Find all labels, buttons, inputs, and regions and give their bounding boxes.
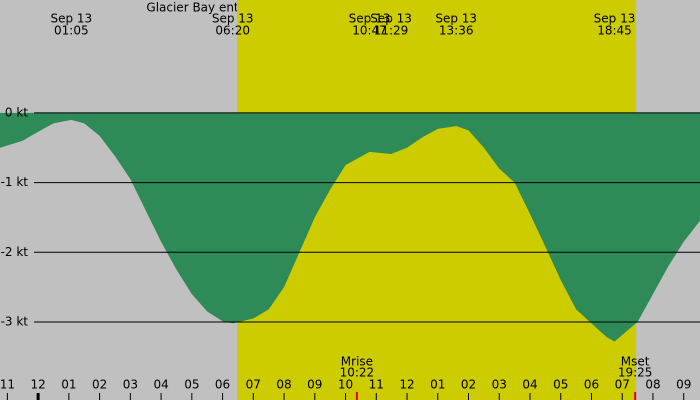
event-date: Sep 13	[594, 12, 636, 26]
event-time: 10:47	[352, 24, 387, 38]
x-tick-label: 03	[123, 378, 138, 392]
event-time: 01:05	[54, 24, 89, 38]
x-tick-label: 12	[30, 378, 45, 392]
x-tick-label: 08	[645, 378, 660, 392]
x-tick-label: 06	[584, 378, 599, 392]
event-time: 06:20	[215, 24, 250, 38]
event-time: 18:45	[597, 24, 632, 38]
event-time: 11:29	[374, 24, 409, 38]
moon-time: 19:25	[618, 366, 653, 380]
event-date: Sep 13	[370, 12, 412, 26]
x-tick-label: 07	[615, 378, 630, 392]
x-tick-label: 04	[522, 378, 537, 392]
y-tick-label: 0 kt	[5, 105, 28, 119]
moon-name: Mset	[621, 355, 650, 369]
y-tick-label: -3 kt	[1, 314, 29, 328]
x-tick-label: 10	[338, 378, 353, 392]
x-tick-label: 05	[184, 378, 199, 392]
x-tick-label: 09	[307, 378, 322, 392]
x-tick-label: 01	[61, 378, 76, 392]
x-tick-label: 02	[461, 378, 476, 392]
x-tick-label: 02	[92, 378, 107, 392]
x-tick-label: 12	[399, 378, 414, 392]
y-tick-label: -1 kt	[1, 175, 29, 189]
x-tick-label: 01	[430, 378, 445, 392]
x-tick-label: 06	[215, 378, 230, 392]
moon-time: 10:22	[340, 366, 375, 380]
x-tick-label: 04	[153, 378, 168, 392]
event-date: Sep 13	[435, 12, 477, 26]
x-tick-label: 07	[246, 378, 261, 392]
event-date: Sep 13	[212, 12, 254, 26]
x-tick-label: 11	[0, 378, 15, 392]
current-area	[0, 112, 700, 342]
x-tick-label: 11	[369, 378, 384, 392]
event-date: Sep 13	[50, 12, 92, 26]
event-time: 13:36	[439, 24, 474, 38]
x-tick-label: 09	[676, 378, 691, 392]
x-tick-label: 05	[553, 378, 568, 392]
event-date: Sep 13	[349, 12, 391, 26]
x-tick-label: 03	[492, 378, 507, 392]
y-tick-label: -2 kt	[1, 245, 29, 259]
x-tick-label: 08	[276, 378, 291, 392]
moon-name: Mrise	[341, 355, 373, 369]
